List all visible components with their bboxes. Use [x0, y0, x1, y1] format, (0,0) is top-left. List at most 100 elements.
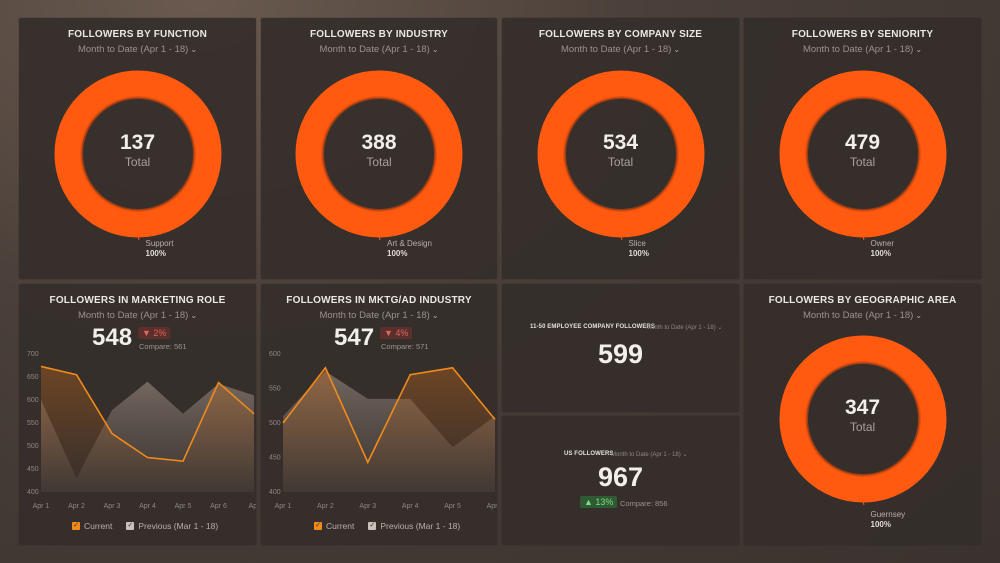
date-range-dropdown[interactable]: Month to Date (Apr 1 - 18) ⌄	[261, 310, 497, 321]
y-tick-label: 550	[269, 386, 281, 393]
donut-total-value: 534	[602, 131, 639, 154]
card-followers-in-mktg-ad-industry: FOLLOWERS IN MKTG/AD INDUSTRY Month to D…	[261, 284, 497, 545]
donut-ring	[54, 70, 221, 238]
donut-total-label: Total	[607, 155, 634, 169]
segment-label: Slice	[628, 239, 646, 248]
date-range-dropdown[interactable]: Month to Date (Apr 1 - 18) ⌄	[744, 310, 981, 321]
legend-label: Previous (Mar 1 - 18)	[380, 521, 461, 531]
date-range-label: Month to Date (Apr 1 - 18)	[560, 44, 672, 55]
legend-current[interactable]: ✓ Current	[72, 521, 112, 531]
y-tick-label: 700	[27, 351, 39, 358]
chevron-down-icon: ⌄	[431, 311, 439, 320]
card-followers-by-industry: FOLLOWERS BY INDUSTRY Month to Date (Apr…	[261, 18, 497, 279]
date-range-label: Month to Date (Apr 1 - 18)	[77, 44, 189, 55]
donut-total-value: 347	[844, 396, 881, 419]
x-tick-label: Apr 2	[317, 503, 334, 510]
y-tick-label: 500	[27, 443, 39, 450]
chevron-down-icon: ⌄	[431, 45, 439, 54]
widget-title: 11-50 EMPLOYEE COMPANY FOLLOWERS	[530, 324, 655, 330]
chevron-down-icon: ⌄	[915, 311, 923, 320]
widget-title: FOLLOWERS BY GEOGRAPHIC AREA	[768, 295, 957, 306]
x-tick-label: Apr	[249, 503, 256, 510]
donut-total-label: Total	[849, 420, 876, 434]
legend-label: Previous (Mar 1 - 18)	[138, 521, 219, 531]
date-range-label: Month to Date (Apr 1 - 18)	[802, 44, 914, 55]
x-tick-label: Apr 6	[487, 503, 497, 510]
kpi-value: 599	[597, 339, 644, 369]
current-series-area	[283, 367, 495, 492]
delta-badge: ▲ 13%	[580, 496, 618, 508]
widget-title: FOLLOWERS IN MKTG/AD INDUSTRY	[286, 295, 472, 306]
date-range-dropdown[interactable]: Month to Date (Apr 1 - 18) ⌄	[19, 310, 256, 321]
date-range-label: Month to Date (Apr 1 - 18)	[802, 310, 914, 321]
x-tick-label: Apr 4	[139, 503, 156, 510]
donut-total-label: Total	[124, 155, 151, 169]
y-tick-label: 500	[269, 420, 281, 427]
date-range-label: Month to Date (Apr 1 - 18)	[611, 452, 681, 458]
y-tick-label: 400	[269, 489, 281, 496]
date-range-dropdown[interactable]: Month to Date (Apr 1 - 18) ⌄	[502, 44, 739, 55]
x-tick-label: Apr 2	[68, 503, 85, 510]
date-range-dropdown[interactable]: Month to Date (Apr 1 - 18) ⌄	[19, 44, 256, 55]
delta-badge: ▼ 2%	[138, 327, 171, 339]
compare-text: Compare: 561	[139, 342, 187, 351]
x-tick-label: Apr 4	[402, 503, 419, 510]
leader-line	[618, 228, 622, 241]
legend-current[interactable]: ✓ Current	[314, 521, 354, 531]
kpi-value: 967	[597, 462, 644, 492]
compare-text: Compare: 571	[381, 342, 429, 351]
segment-label: Support	[145, 239, 174, 248]
date-range-dropdown[interactable]: Month to Date (Apr 1 - 18) ⌄	[261, 44, 497, 55]
y-tick-label: 600	[27, 397, 39, 404]
chevron-down-icon: ⌄	[682, 452, 688, 458]
widget-title: FOLLOWERS BY INDUSTRY	[309, 29, 449, 40]
donut-chart: 479 Total	[779, 70, 947, 238]
kpi-value: 548	[92, 324, 133, 351]
date-range-dropdown[interactable]: Month to Date (Apr 1 - 18) ⌄	[744, 44, 981, 55]
segment-percent: 100%	[387, 249, 408, 258]
donut-ring	[295, 70, 463, 238]
checkbox-checked-icon: ✓	[314, 522, 322, 530]
delta-badge: ▼ 4%	[380, 327, 413, 339]
x-tick-label: Apr 5	[175, 503, 192, 510]
date-range-label: Month to Date (Apr 1 - 18)	[319, 44, 430, 55]
chevron-down-icon: ⌄	[190, 45, 198, 54]
y-tick-label: 400	[27, 489, 39, 496]
chevron-down-icon: ⌄	[915, 45, 923, 54]
donut-ring	[779, 335, 946, 503]
legend-previous[interactable]: ✓ Previous (Mar 1 - 18)	[368, 521, 460, 531]
y-tick-label: 600	[269, 351, 281, 358]
legend-previous[interactable]: ✓ Previous (Mar 1 - 18)	[126, 521, 218, 531]
segment-percent: 100%	[145, 249, 166, 258]
y-tick-label: 650	[27, 374, 39, 381]
line-chart: 700 650 600 550 500 450 400 Apr 1 Apr 2 Apr 3 Apr …	[27, 351, 256, 510]
kpi-value: 547	[334, 324, 375, 351]
date-range-dropdown[interactable]: Month to Date (Apr 1 - 18) ⌄	[611, 451, 687, 458]
widget-title: FOLLOWERS BY SENIORITY	[791, 29, 934, 40]
date-range-label: Month to Date (Apr 1 - 18)	[319, 310, 430, 321]
current-series-line	[282, 366, 496, 465]
y-tick-label: 450	[269, 455, 281, 462]
checkbox-checked-icon: ✓	[368, 522, 377, 530]
x-tick-label: Apr 1	[33, 503, 50, 510]
leader-line	[377, 228, 381, 241]
leader-line	[860, 493, 864, 506]
donut-chart: 347 Total	[779, 335, 947, 503]
segment-percent: 100%	[628, 249, 649, 258]
widget-title: US FOLLOWERS	[564, 451, 614, 457]
segment-label: Art & Design	[387, 239, 432, 248]
date-range-dropdown[interactable]: Month to Date (Apr 1 - 18) ⌄	[646, 324, 722, 331]
donut-total-label: Total	[366, 155, 392, 169]
checkbox-checked-icon: ✓	[72, 522, 80, 530]
segment-label: Guernsey	[870, 510, 906, 519]
x-tick-label: Apr 5	[444, 503, 461, 510]
x-tick-label: Apr 3	[359, 503, 376, 510]
chart-legend: ✓ Current ✓ Previous (Mar 1 - 18)	[72, 521, 218, 531]
chart-legend: ✓ Current ✓ Previous (Mar 1 - 18)	[314, 521, 460, 531]
date-range-label: Month to Date (Apr 1 - 18)	[77, 310, 189, 321]
y-tick-label: 550	[27, 420, 39, 427]
widget-title: FOLLOWERS BY COMPANY SIZE	[538, 29, 703, 40]
donut-chart: 388 Total	[295, 70, 463, 238]
segment-label: Owner	[870, 239, 895, 248]
legend-label: Current	[84, 521, 113, 531]
